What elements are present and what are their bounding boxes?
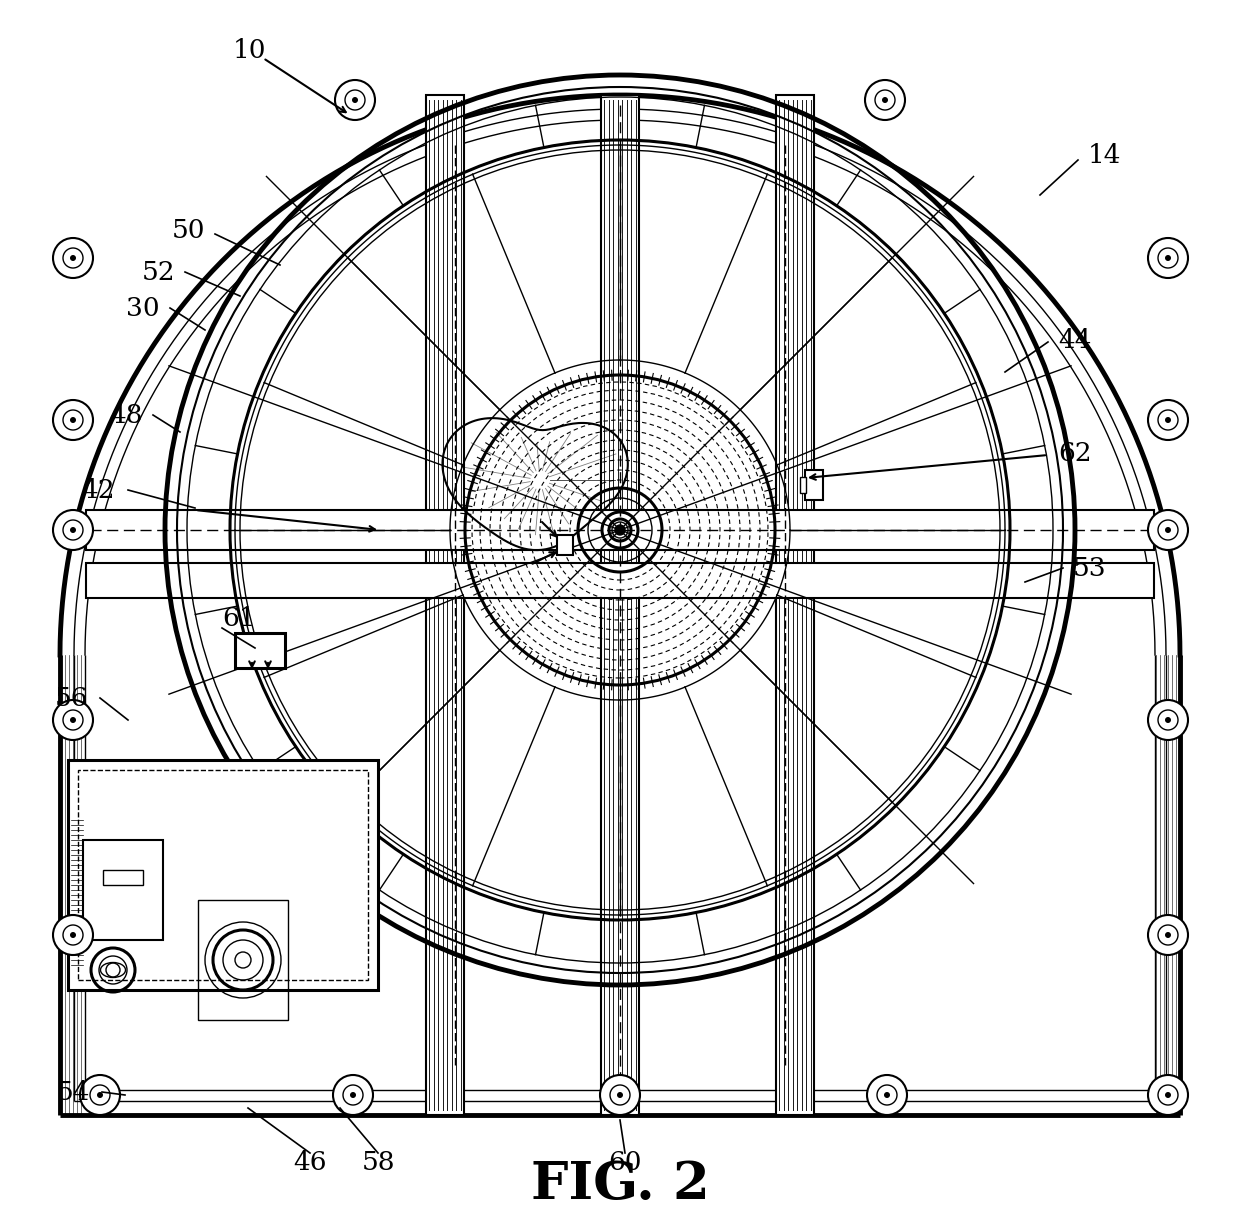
Circle shape (615, 525, 625, 535)
Text: FIG. 2: FIG. 2 (531, 1158, 709, 1211)
Bar (103, 870, 143, 885)
Circle shape (882, 97, 888, 103)
Circle shape (1148, 700, 1188, 740)
Circle shape (69, 717, 76, 723)
Circle shape (1166, 932, 1171, 938)
Circle shape (1148, 400, 1188, 440)
Circle shape (53, 509, 93, 549)
Bar (68, 761, 378, 990)
Bar (427, 95, 464, 1115)
Circle shape (1148, 238, 1188, 278)
Text: 14: 14 (1087, 142, 1121, 167)
Circle shape (69, 526, 76, 533)
Text: 54: 54 (57, 1080, 91, 1105)
Bar (800, 477, 806, 492)
Circle shape (866, 80, 905, 120)
Text: 44: 44 (1058, 328, 1091, 353)
Circle shape (352, 97, 358, 103)
Circle shape (53, 700, 93, 740)
Circle shape (1148, 509, 1188, 549)
Bar (557, 535, 573, 556)
Text: 61: 61 (222, 605, 255, 631)
Bar (78, 770, 368, 980)
Circle shape (1166, 417, 1171, 423)
Text: 10: 10 (233, 38, 267, 63)
Bar (198, 900, 288, 1020)
Bar (236, 633, 285, 668)
Bar (601, 95, 639, 1115)
Text: 42: 42 (82, 478, 115, 502)
Text: 56: 56 (55, 685, 88, 711)
Circle shape (81, 1075, 120, 1115)
Text: 52: 52 (141, 260, 175, 285)
Bar (83, 839, 162, 940)
Circle shape (1166, 717, 1171, 723)
Circle shape (53, 238, 93, 278)
Circle shape (334, 1075, 373, 1115)
Text: 60: 60 (609, 1150, 642, 1174)
Circle shape (600, 1075, 640, 1115)
Circle shape (69, 255, 76, 261)
Circle shape (69, 932, 76, 938)
Text: 46: 46 (293, 1150, 327, 1174)
Circle shape (53, 915, 93, 955)
Circle shape (1148, 1075, 1188, 1115)
Circle shape (335, 80, 374, 120)
Text: 50: 50 (171, 217, 205, 243)
Circle shape (350, 1092, 356, 1098)
Circle shape (53, 400, 93, 440)
Circle shape (884, 1092, 890, 1098)
Circle shape (618, 1092, 622, 1098)
Text: 58: 58 (361, 1150, 394, 1174)
Text: 30: 30 (126, 296, 160, 320)
Circle shape (1166, 526, 1171, 533)
Bar (86, 509, 1154, 549)
Bar (776, 95, 813, 1115)
Circle shape (1166, 255, 1171, 261)
Circle shape (97, 1092, 103, 1098)
Text: 48: 48 (109, 403, 143, 427)
Bar (86, 563, 1154, 598)
Bar (805, 469, 823, 500)
Circle shape (867, 1075, 906, 1115)
Text: 62: 62 (1058, 440, 1091, 466)
Circle shape (1166, 1092, 1171, 1098)
Circle shape (69, 417, 76, 423)
Text: 53: 53 (1073, 556, 1106, 581)
Circle shape (1148, 915, 1188, 955)
